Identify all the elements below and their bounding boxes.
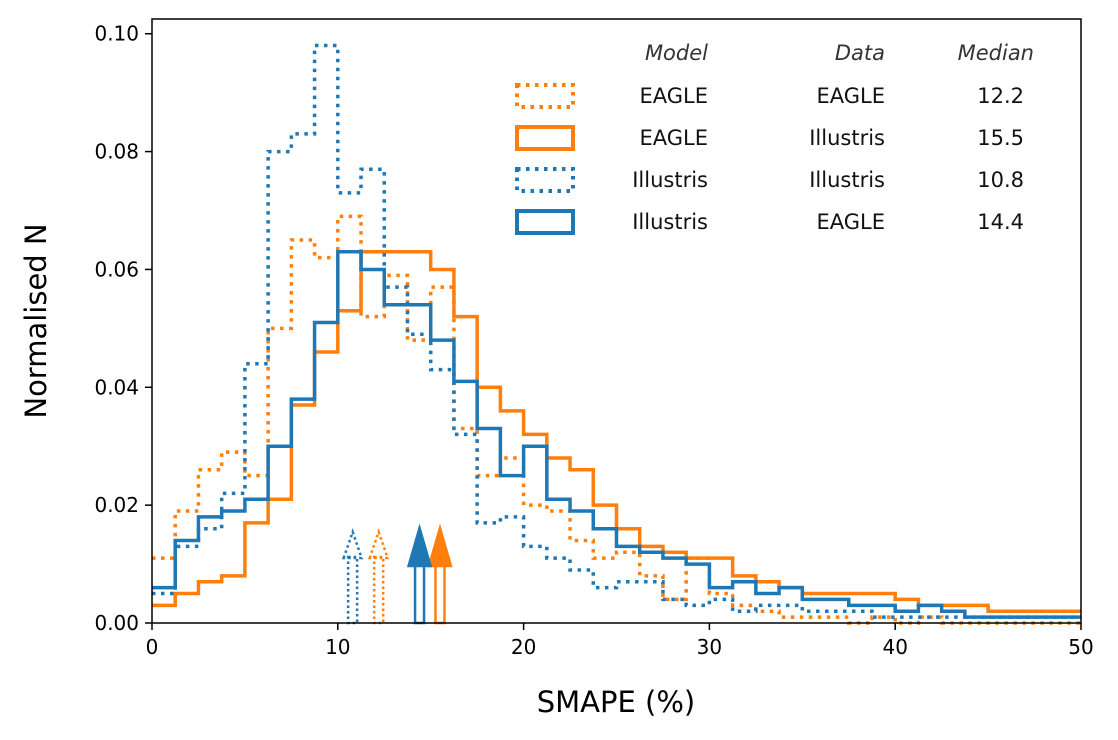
legend-swatch-illustris-eagle [515, 209, 575, 235]
legend-swatch-eagle-eagle [515, 83, 575, 109]
legend-model-illustris-illustris: Illustris [632, 168, 708, 192]
histogram-illustris-on-eagle [152, 250, 1081, 619]
histogram-illustris-on-illustris [152, 43, 1081, 619]
legend-data-illustris-illustris: Illustris [809, 168, 885, 192]
legend-data-eagle-illustris: Illustris [809, 126, 885, 150]
legend-header-model: Model [645, 41, 708, 65]
y-tick-label-0.04: 0.04 [94, 375, 139, 399]
plot-frame [151, 18, 1082, 624]
x-tick-label-20: 20 [511, 635, 536, 659]
legend-median-illustris-eagle: 14.4 [977, 210, 1024, 234]
legend-model-eagle-illustris: EAGLE [639, 126, 708, 150]
x-tick-label-0: 0 [146, 635, 159, 659]
legend-header-median: Median [958, 41, 1034, 65]
legend-median-eagle-eagle: 12.2 [977, 84, 1024, 108]
y-axis-ticks: 0.00 0.02 0.04 0.06 0.08 0.10 [94, 22, 152, 635]
x-tick-label-40: 40 [882, 635, 907, 659]
legend-data-eagle-eagle: EAGLE [816, 84, 885, 108]
x-axis-ticks: 0 10 20 30 40 50 [146, 623, 1094, 659]
y-tick-label-0.08: 0.08 [94, 140, 139, 164]
legend-median-illustris-illustris: 10.8 [977, 168, 1024, 192]
legend: Model Data Median EAGLE EAGLE 12.2 EAGLE… [515, 41, 1034, 235]
y-tick-label-0.06: 0.06 [94, 257, 139, 281]
legend-swatch-illustris-illustris [515, 167, 575, 193]
y-tick-label-0.10: 0.10 [94, 22, 139, 46]
x-tick-label-50: 50 [1068, 635, 1093, 659]
median-arrow-illustris-on-eagle [406, 523, 433, 625]
legend-model-eagle-eagle: EAGLE [639, 84, 708, 108]
x-axis-label: SMAPE (%) [537, 685, 695, 719]
x-tick-label-30: 30 [697, 635, 722, 659]
x-tick-label-10: 10 [325, 635, 350, 659]
legend-model-illustris-eagle: Illustris [632, 210, 708, 234]
y-tick-label-0.00: 0.00 [94, 611, 139, 635]
y-tick-label-0.02: 0.02 [94, 493, 139, 517]
histogram-eagle-on-eagle [152, 214, 1081, 625]
legend-median-eagle-illustris: 15.5 [977, 126, 1024, 150]
legend-data-illustris-eagle: EAGLE [816, 210, 885, 234]
histogram-eagle-on-illustris [152, 250, 1081, 613]
y-axis-label: Normalised N [19, 223, 53, 418]
legend-header-data: Data [835, 41, 885, 65]
histogram-series-group [152, 43, 1081, 625]
legend-swatch-eagle-illustris [515, 125, 575, 151]
